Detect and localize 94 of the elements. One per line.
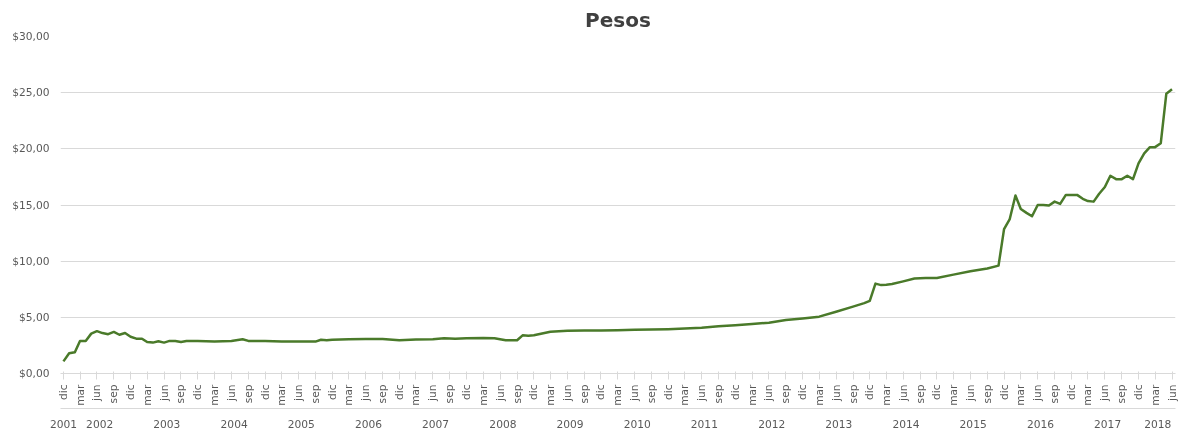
x-tick-label: sep	[107, 384, 121, 404]
x-tick-label: mar	[745, 383, 759, 406]
y-tick-label: $10,00	[12, 254, 50, 268]
x-tick-label: jun	[1098, 384, 1112, 402]
x-tick-label: dic	[527, 384, 541, 401]
x-tick-label: mar	[1081, 383, 1095, 406]
x2-tick-label: 2017	[1094, 417, 1122, 431]
x-tick-label: mar	[476, 383, 490, 406]
x-tick-label: jun	[157, 384, 171, 402]
x2-tick-label: 2016	[1026, 417, 1055, 431]
x-tick-label: mar	[140, 383, 154, 406]
x-tick-label: mar	[678, 383, 692, 406]
x-tick-label: sep	[308, 384, 322, 404]
x-tick-label: sep	[174, 384, 188, 404]
x-tick-label: sep	[712, 384, 726, 404]
x-tick-label: jun	[359, 384, 373, 402]
y-tick-label: $30,00	[12, 30, 50, 43]
x2-tick-label: 2018	[1144, 417, 1172, 431]
x-tick-label: sep	[376, 384, 390, 404]
x-tick-label: jun	[292, 384, 306, 402]
x-tick-label: dic	[594, 384, 608, 401]
x2-tick-label: 2011	[690, 417, 718, 431]
x-tick-label: sep	[913, 384, 927, 404]
x-tick-label: sep	[1048, 384, 1062, 404]
x-tick-label: mar	[946, 383, 960, 406]
x-tick-label: dic	[191, 384, 205, 401]
x-tick-label: jun	[695, 384, 709, 402]
y-tick-label: $25,00	[12, 86, 50, 100]
x-tick-label: jun	[560, 384, 574, 402]
x2-tick-label: 2015	[959, 417, 987, 431]
x-tick-label: mar	[1148, 383, 1162, 406]
x-tick-label: jun	[829, 384, 843, 402]
chart-title: Pesos	[585, 7, 651, 32]
x-tick-label: jun	[426, 384, 440, 402]
x-tick-label: jun	[762, 384, 776, 402]
x-tick-label: sep	[1115, 384, 1129, 404]
x-tick-label: jun	[493, 384, 507, 402]
x-tick-label: dic	[661, 384, 675, 401]
x-tick-label: mar	[207, 383, 221, 406]
x2-tick-label: 2008	[489, 417, 517, 431]
x-tick-label: jun	[224, 384, 238, 402]
x2-tick-label: 2003	[153, 417, 181, 431]
x-tick-label: mar	[879, 383, 893, 406]
x-tick-label: sep	[443, 384, 457, 404]
x-tick-label: jun	[627, 384, 641, 402]
x2-tick-label: 2012	[758, 417, 786, 431]
x-tick-label: jun	[1165, 384, 1179, 402]
x-tick-label: dic	[997, 384, 1011, 401]
x2-tick-label: 2002	[86, 417, 114, 431]
x2-tick-label: 2005	[287, 417, 315, 431]
x-tick-label: sep	[846, 384, 860, 404]
x-tick-label: sep	[577, 384, 591, 404]
x-tick-label: dic	[56, 384, 70, 401]
x-tick-label: sep	[980, 384, 994, 404]
x2-tick-label: 2013	[825, 417, 853, 431]
x-tick-label: sep	[241, 384, 255, 404]
x-tick-label: dic	[325, 384, 339, 401]
line-series	[62, 88, 1174, 363]
x-tick-label: dic	[1064, 384, 1078, 401]
x-tick-label: dic	[728, 384, 742, 401]
x-tick-label: mar	[812, 383, 826, 406]
x2-tick-label: 2014	[892, 417, 920, 431]
y-tick-label: $20,00	[12, 142, 50, 156]
y-tick-label: $15,00	[12, 198, 50, 212]
x-tick-label: jun	[1031, 384, 1045, 402]
x-tick-label: dic	[460, 384, 474, 401]
x2-tick-label: 2001	[49, 417, 78, 431]
x-tick-label: jun	[896, 384, 910, 402]
x-tick-label: dic	[863, 384, 877, 401]
x-tick-label: mar	[1014, 383, 1028, 406]
x-tick-label: jun	[90, 384, 104, 402]
x-tick-label: sep	[644, 384, 658, 404]
x2-tick-label: 2004	[220, 417, 248, 431]
x2-tick-label: 2007	[422, 417, 450, 431]
x-tick-label: jun	[963, 384, 977, 402]
x2-tick-label: 2010	[623, 417, 651, 431]
x-tick-label: mar	[275, 383, 289, 406]
x-tick-label: mar	[73, 383, 87, 406]
x-tick-label: dic	[1132, 384, 1146, 401]
x-tick-label: sep	[779, 384, 793, 404]
x-tick-label: mar	[342, 383, 356, 406]
x-tick-label: sep	[510, 384, 524, 404]
x-tick-label: mar	[409, 383, 423, 406]
x-tick-label: mar	[611, 383, 625, 406]
x-tick-label: dic	[392, 384, 406, 401]
x-tick-label: dic	[930, 384, 944, 401]
x-tick-label: dic	[258, 384, 272, 401]
y-tick-label: $0,00	[18, 367, 50, 380]
x-tick-label: dic	[796, 384, 810, 401]
x2-tick-label: 2006	[354, 417, 383, 431]
x-tick-label: dic	[124, 384, 138, 401]
x2-tick-label: 2009	[556, 417, 584, 431]
y-tick-label: $5,00	[18, 310, 50, 324]
x-tick-label: mar	[543, 383, 557, 406]
